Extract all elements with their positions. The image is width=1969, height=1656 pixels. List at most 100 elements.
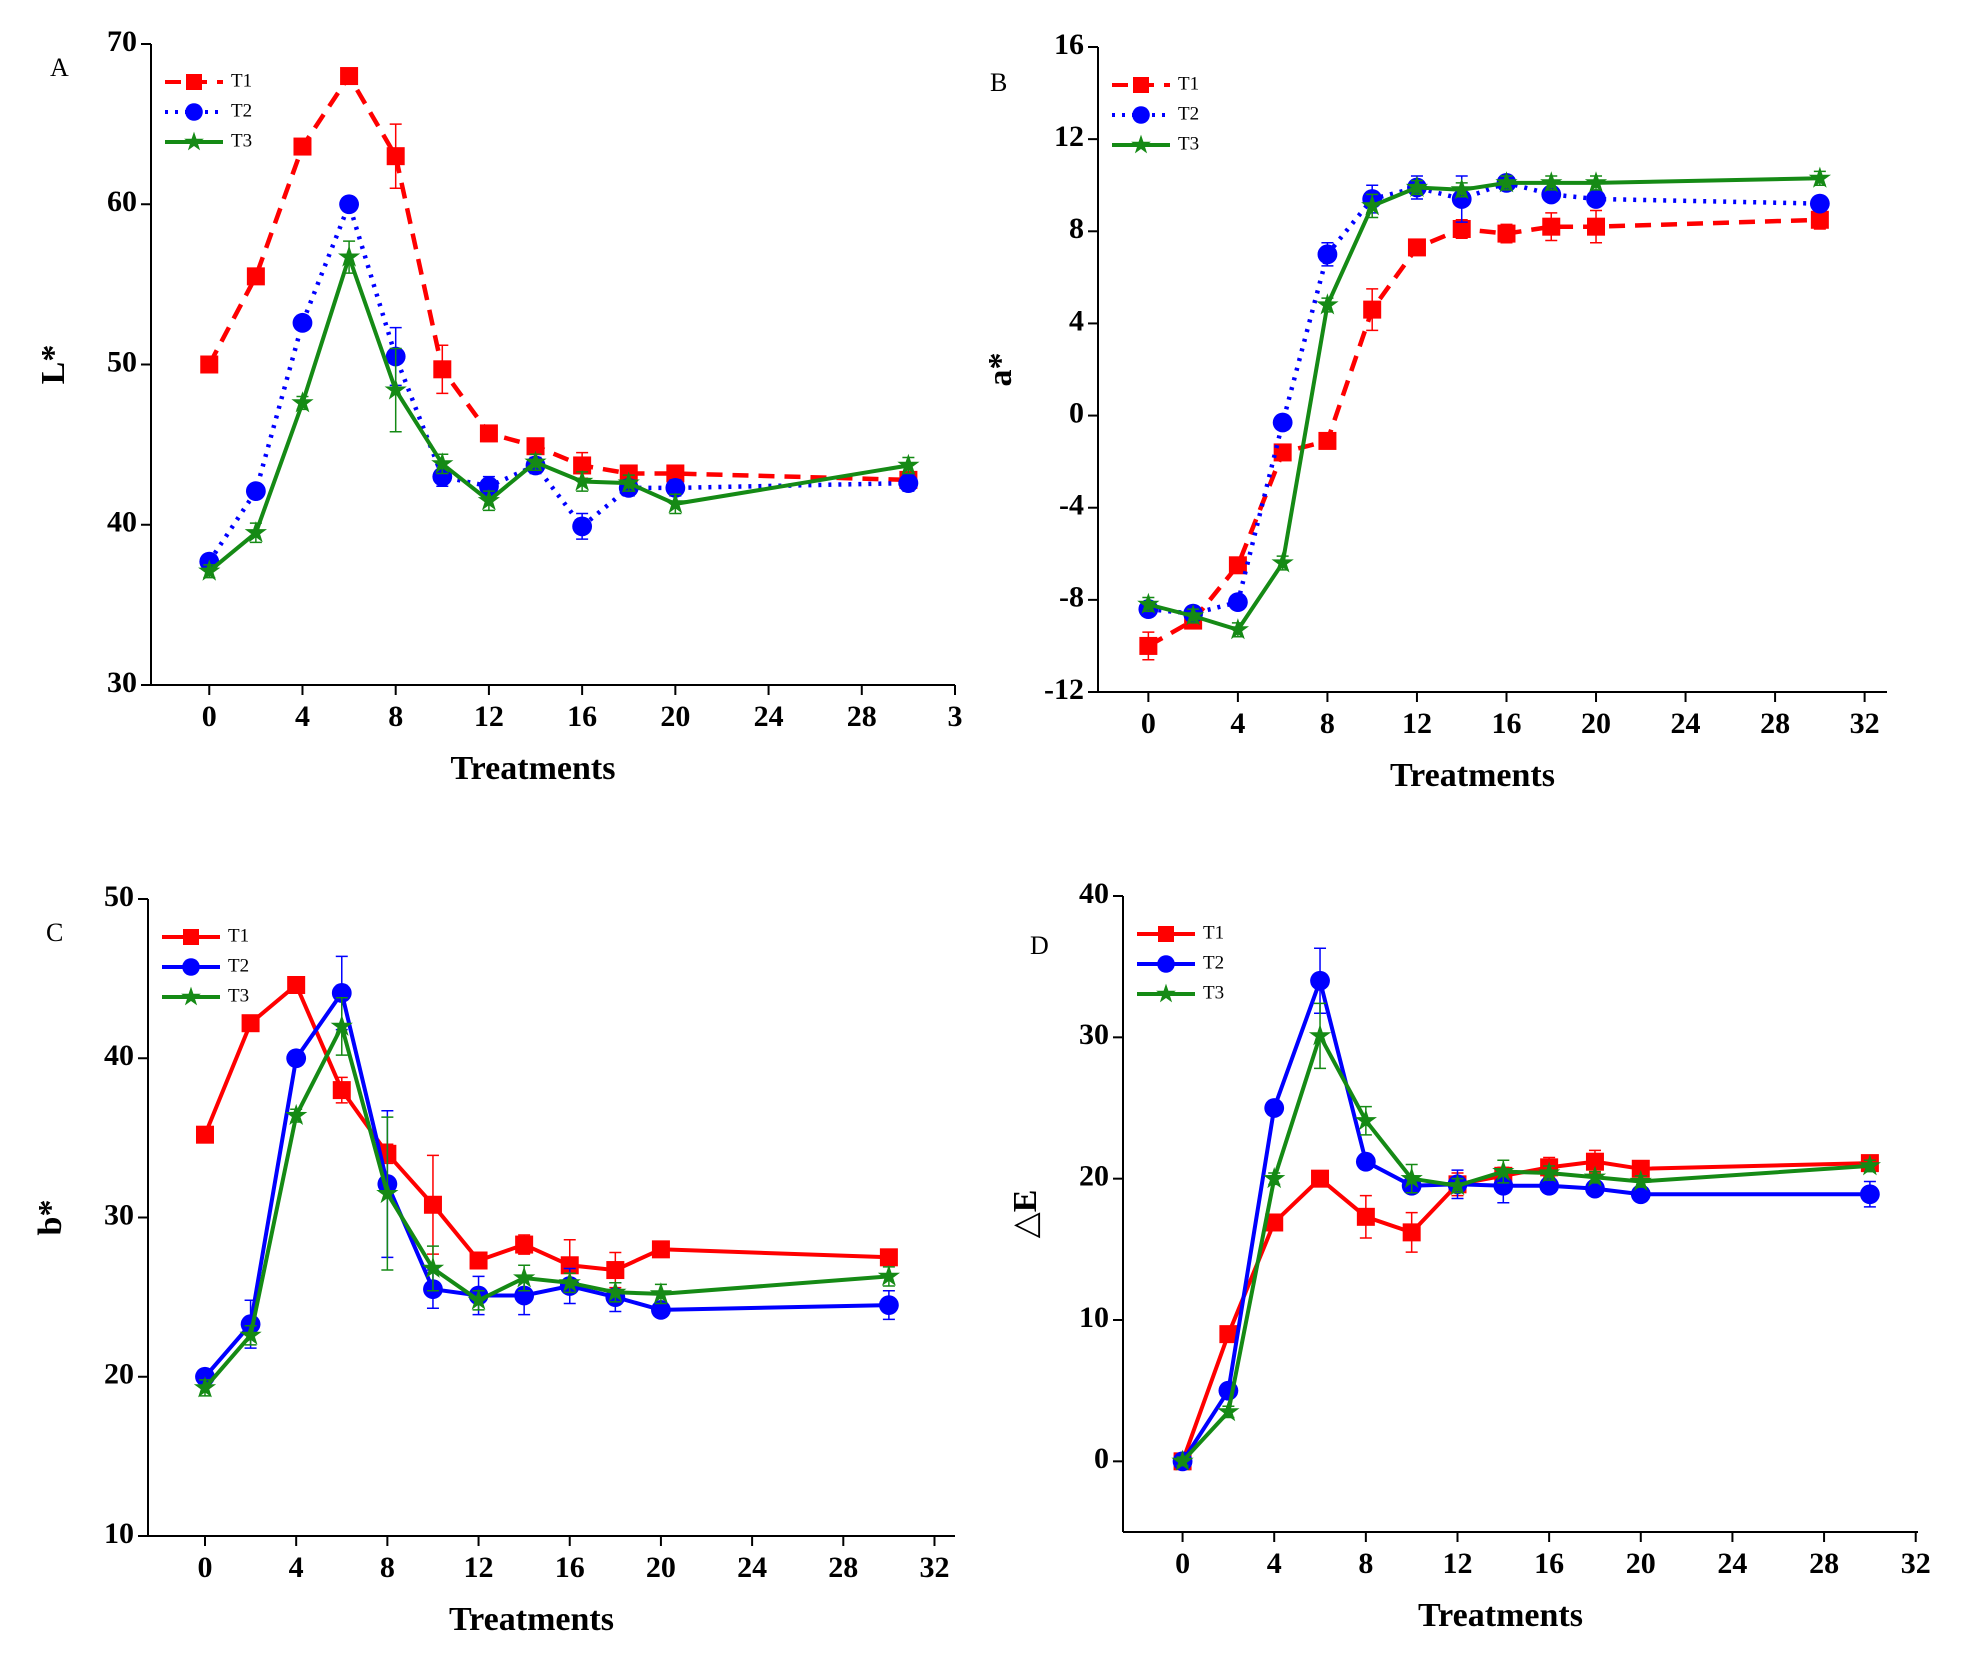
legend-label: T2 xyxy=(1203,952,1224,973)
marker-square xyxy=(332,1081,351,1100)
marker-square xyxy=(200,355,219,374)
error-bar xyxy=(389,347,402,433)
x-tick-label: 0 xyxy=(202,700,217,733)
x-tick-label: 3 xyxy=(948,700,963,733)
error-bar xyxy=(335,996,348,1056)
marker-square xyxy=(433,360,452,379)
marker-square xyxy=(560,1256,579,1275)
marker-star xyxy=(1540,171,1563,193)
x-tick-label: 28 xyxy=(1760,707,1790,740)
y-tick-label: 0 xyxy=(1069,396,1084,429)
y-axis-label: L* xyxy=(35,345,72,385)
x-tick-label: 20 xyxy=(1626,1547,1656,1580)
error-bar xyxy=(426,1154,439,1255)
marker-square xyxy=(246,267,265,286)
y-tick-label: 4 xyxy=(1069,304,1084,337)
marker-star xyxy=(1584,171,1608,193)
marker-star xyxy=(1354,1109,1377,1131)
legend-label: T1 xyxy=(1203,922,1224,943)
marker-square xyxy=(469,1251,488,1270)
marker-circle xyxy=(339,194,359,215)
marker-circle xyxy=(1809,193,1830,214)
error-bar xyxy=(1405,1211,1418,1253)
legend-marker xyxy=(1132,106,1150,124)
x-tick-label: 8 xyxy=(380,1551,395,1584)
legend-label: T3 xyxy=(231,130,252,151)
legend-label: T2 xyxy=(231,100,252,121)
x-axis-label: Treatments xyxy=(449,1601,614,1638)
panel: B -12 -8 -4 0 4 8 12 16 0 4 8 12 16 20 24 28 32 Treatments… xyxy=(982,28,1887,794)
y-tick-label: -4 xyxy=(1059,489,1084,522)
y-tick-label: 50 xyxy=(107,345,137,378)
x-tick-label: 4 xyxy=(289,1551,304,1584)
error-bar xyxy=(381,1116,394,1271)
marker-square xyxy=(1363,300,1382,319)
marker-circle xyxy=(1859,1184,1880,1205)
series-line xyxy=(203,981,889,1273)
marker-star xyxy=(1217,1400,1240,1422)
marker-square xyxy=(1265,1213,1284,1232)
marker-circle xyxy=(1355,1151,1376,1172)
error-bar xyxy=(436,344,449,395)
marker-star xyxy=(1495,171,1518,193)
marker-star xyxy=(897,453,920,475)
x-tick-label: 28 xyxy=(1809,1547,1839,1580)
y-tick-label: 30 xyxy=(107,666,137,699)
y-tick-label: 40 xyxy=(1079,877,1109,910)
error-bar xyxy=(563,1239,576,1292)
marker-square xyxy=(573,456,592,475)
marker-square xyxy=(1228,556,1247,575)
panel: A 30 40 50 60 70 0 4 8 12 16 20 24 28 3 Treatments L* T1 T… xyxy=(35,25,963,787)
marker-square xyxy=(1631,1159,1650,1178)
marker-circle xyxy=(1586,189,1606,209)
marker-circle xyxy=(572,516,593,537)
marker-star xyxy=(571,469,594,491)
marker-star xyxy=(338,245,361,267)
marker-star xyxy=(1583,1165,1607,1187)
marker-star xyxy=(477,489,500,511)
x-axis-label: Treatments xyxy=(451,750,616,787)
legend-label: T1 xyxy=(231,70,252,91)
marker-star xyxy=(193,1376,217,1398)
marker-star xyxy=(1808,166,1831,188)
marker-square xyxy=(1219,1325,1238,1344)
marker-square xyxy=(1318,431,1337,450)
panel-label: B xyxy=(990,68,1007,97)
y-tick-label: 20 xyxy=(1079,1160,1109,1193)
x-tick-label: 16 xyxy=(555,1551,585,1584)
x-tick-label: 24 xyxy=(1717,1547,1747,1580)
error-bar xyxy=(1366,288,1379,332)
legend-marker xyxy=(183,929,199,945)
x-tick-label: 20 xyxy=(1581,707,1611,740)
marker-square xyxy=(1810,210,1829,229)
marker-star xyxy=(421,1256,445,1278)
error-bar xyxy=(1359,1194,1372,1239)
y-tick-label: -12 xyxy=(1044,673,1084,706)
marker-square xyxy=(340,67,359,86)
error-bar xyxy=(1314,1002,1327,1070)
marker-star xyxy=(1137,592,1160,614)
marker-square xyxy=(241,1014,260,1033)
marker-square xyxy=(515,1235,534,1254)
legend-label: T3 xyxy=(228,985,249,1006)
marker-square xyxy=(1311,1169,1330,1188)
marker-star xyxy=(1629,1169,1652,1191)
x-tick-label: 0 xyxy=(197,1551,212,1584)
x-tick-label: 24 xyxy=(754,700,784,733)
marker-star xyxy=(1263,1167,1286,1189)
marker-square xyxy=(386,147,405,166)
y-tick-label: 50 xyxy=(104,880,134,913)
x-axis-label: Treatments xyxy=(1418,1597,1583,1634)
x-tick-label: 12 xyxy=(464,1551,494,1584)
legend-label: T3 xyxy=(1203,982,1224,1003)
marker-square xyxy=(1542,217,1561,236)
panel: C 10 20 30 40 50 0 4 8 12 16 20 24 28 32 Treatments b* T1… xyxy=(32,880,955,1638)
panel-label: A xyxy=(50,53,69,82)
x-tick-label: 24 xyxy=(1671,707,1701,740)
marker-star xyxy=(524,450,547,472)
marker-square xyxy=(1407,238,1426,257)
error-bar xyxy=(1314,947,1327,1015)
series-line xyxy=(1180,973,1870,1463)
marker-star xyxy=(1308,1024,1332,1046)
